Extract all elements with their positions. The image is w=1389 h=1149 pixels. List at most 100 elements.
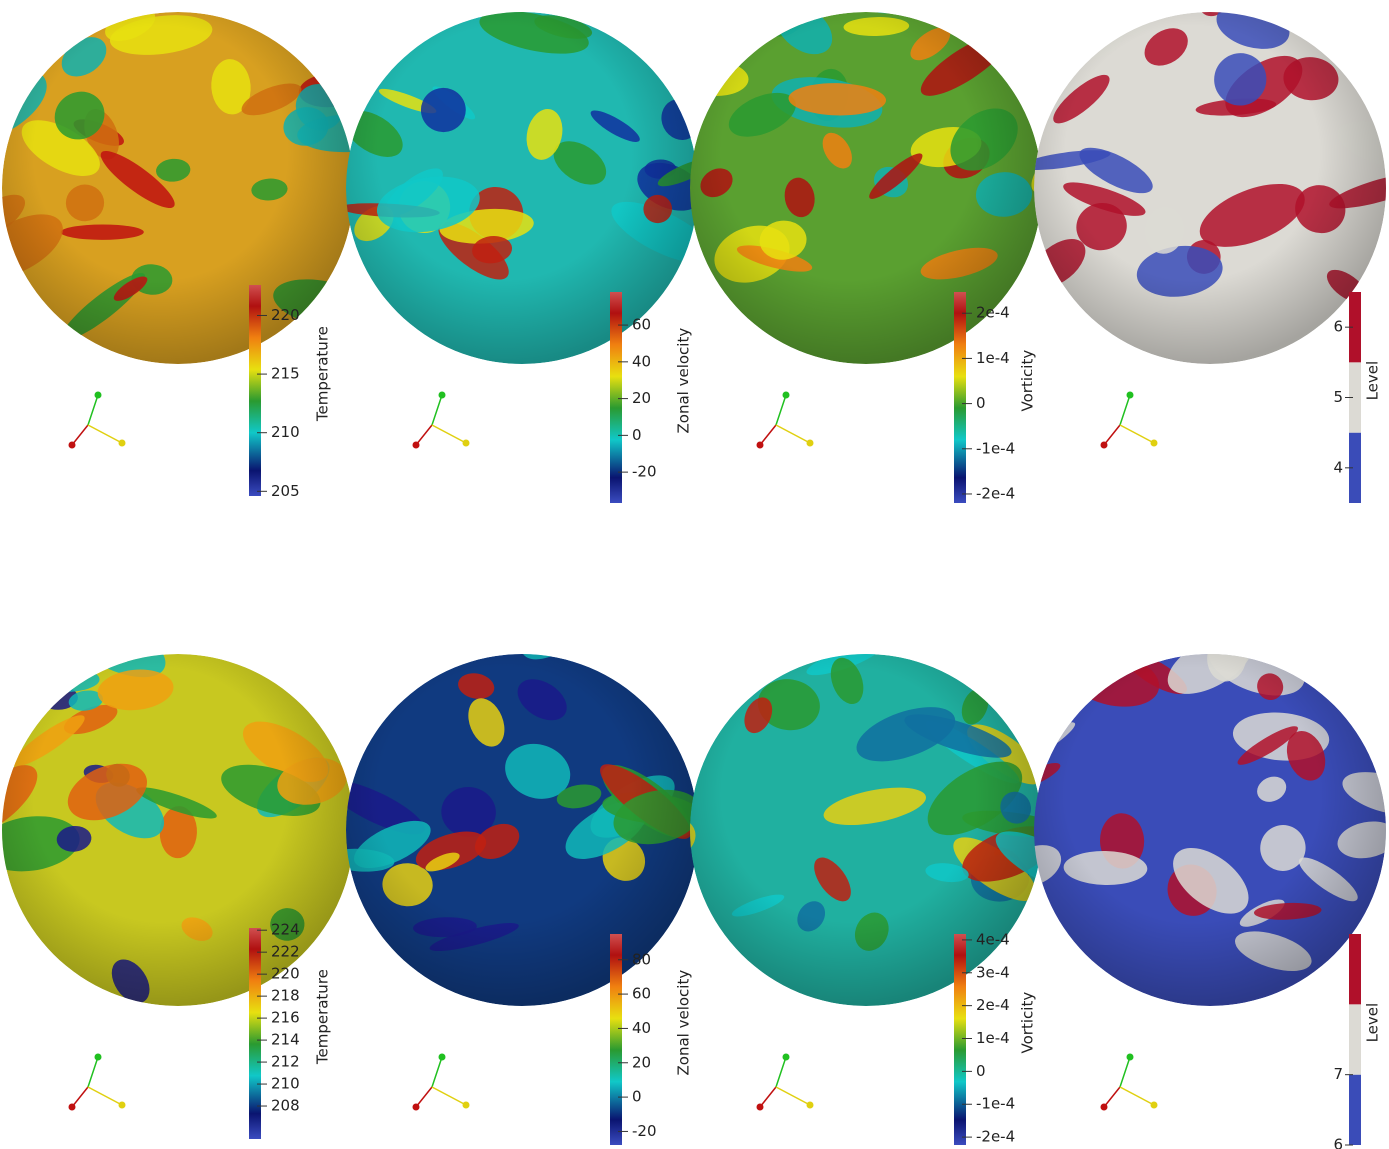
axis-x bbox=[415, 424, 433, 446]
sphere-shade bbox=[346, 12, 698, 364]
sphere-shade bbox=[1034, 654, 1386, 1006]
colorbar bbox=[249, 928, 261, 1139]
colorbar-tick-label: 224 bbox=[271, 921, 300, 939]
colorbar-tick-label: 40 bbox=[632, 352, 651, 370]
colorbar-tick-label: 208 bbox=[271, 1097, 300, 1115]
axis-z-tip bbox=[118, 439, 126, 447]
colorbar bbox=[610, 292, 622, 503]
colorbar-tick-label: -2e-4 bbox=[976, 1128, 1015, 1146]
axis-x-tip bbox=[412, 441, 420, 449]
axis-y-tip bbox=[438, 391, 446, 399]
colorbar bbox=[249, 285, 261, 496]
colorbar-tick-label: 220 bbox=[271, 965, 300, 983]
colorbar-segment bbox=[1349, 934, 1361, 1005]
sphere-shade bbox=[1034, 12, 1386, 364]
colorbar-tick-label: 216 bbox=[271, 1009, 300, 1027]
colorbar-title: Vorticity bbox=[1019, 992, 1037, 1054]
colorbar-title: Level bbox=[1364, 361, 1382, 401]
axis-z bbox=[1119, 424, 1155, 444]
axis-x-tip bbox=[756, 1103, 764, 1111]
axis-z-tip bbox=[806, 1101, 814, 1109]
colorbar-tick-label: 4e-4 bbox=[976, 930, 1010, 948]
colorbar-tick-label: 5 bbox=[1333, 388, 1343, 406]
colorbar-tick-label: 60 bbox=[632, 985, 651, 1003]
sphere-pattern bbox=[1219, 604, 1271, 652]
colorbar bbox=[954, 292, 966, 503]
axis-y-tip bbox=[782, 1053, 790, 1061]
colorbar-tick-label: 4 bbox=[1333, 458, 1343, 476]
colorbar-tick-label: 210 bbox=[271, 423, 300, 441]
colorbar-tick-label: 212 bbox=[271, 1053, 300, 1071]
sphere-pattern bbox=[715, 586, 824, 645]
axis-x bbox=[759, 424, 777, 446]
colorbar-tick-label: 218 bbox=[271, 987, 300, 1005]
axis-x-tip bbox=[756, 441, 764, 449]
colorbar-tick-label: 6 bbox=[1333, 1136, 1343, 1149]
axis-z-tip bbox=[1150, 439, 1158, 447]
colorbar-tick-label: 80 bbox=[632, 950, 651, 968]
colorbar-tick-label: -1e-4 bbox=[976, 1095, 1015, 1113]
colorbar-title: Zonal velocity bbox=[675, 970, 693, 1076]
axis-z bbox=[87, 424, 123, 444]
colorbar-segment bbox=[1349, 1004, 1361, 1075]
sphere bbox=[346, 654, 698, 1006]
axis-x bbox=[759, 1086, 777, 1108]
sphere-shade bbox=[2, 12, 354, 364]
sphere bbox=[2, 654, 354, 1006]
sphere bbox=[690, 586, 1042, 1006]
colorbar-segment bbox=[1349, 292, 1361, 363]
axis-x bbox=[1103, 1086, 1121, 1108]
sphere-shade bbox=[2, 654, 354, 1006]
sphere-pattern bbox=[39, 12, 101, 21]
sphere bbox=[1034, 604, 1386, 1006]
colorbar bbox=[610, 934, 622, 1145]
colorbar-segment bbox=[1349, 1074, 1361, 1145]
sphere-pattern bbox=[346, 657, 431, 671]
axis-z-tip bbox=[806, 439, 814, 447]
sphere-shade bbox=[690, 12, 1042, 364]
colorbar-tick-label: 214 bbox=[271, 1031, 300, 1049]
colorbar-tick-label: 20 bbox=[632, 389, 651, 407]
axis-y-tip bbox=[94, 1053, 102, 1061]
colorbar-title: Zonal velocity bbox=[675, 328, 693, 434]
sphere-cut bbox=[1032, 365, 1376, 395]
axis-x bbox=[1103, 424, 1121, 446]
colorbar-segment bbox=[1349, 362, 1361, 433]
axis-y-tip bbox=[782, 391, 790, 399]
axis-x-tip bbox=[412, 1103, 420, 1111]
colorbar-tick-label: 0 bbox=[632, 426, 642, 444]
colorbar-title: Temperature bbox=[314, 969, 332, 1065]
sphere-cut bbox=[344, 365, 688, 395]
colorbar-segment bbox=[1349, 432, 1361, 503]
colorbar-tick-label: 0 bbox=[976, 1062, 986, 1080]
colorbar-tick-label: 20 bbox=[632, 1053, 651, 1071]
axis-z bbox=[87, 1086, 123, 1106]
axis-z bbox=[1119, 1086, 1155, 1106]
sphere bbox=[2, 12, 354, 364]
axis-y-tip bbox=[1126, 391, 1134, 399]
sphere-cut bbox=[0, 365, 344, 395]
sphere-pattern bbox=[769, 592, 822, 649]
colorbar-title: Level bbox=[1364, 1003, 1382, 1043]
axis-y bbox=[775, 394, 787, 426]
sphere bbox=[690, 0, 1042, 364]
sphere-pattern bbox=[903, 0, 959, 1]
axis-y bbox=[775, 1056, 787, 1088]
colorbar-tick-label: 1e-4 bbox=[976, 1029, 1010, 1047]
colorbar bbox=[954, 934, 966, 1145]
axis-y-tip bbox=[438, 1053, 446, 1061]
sphere-pattern bbox=[346, 20, 422, 40]
colorbar-tick-label: 1e-4 bbox=[976, 349, 1010, 367]
colorbar-tick-label: 60 bbox=[632, 316, 651, 334]
colorbar-tick-label: 222 bbox=[271, 943, 300, 961]
colorbar-tick-label: -20 bbox=[632, 1122, 657, 1140]
colorbar-tick-label: -20 bbox=[632, 463, 657, 481]
colorbar-tick-label: 205 bbox=[271, 482, 300, 500]
axis-z-tip bbox=[118, 1101, 126, 1109]
axis-z bbox=[775, 1086, 811, 1106]
axis-z-tip bbox=[462, 439, 470, 447]
sphere-shade bbox=[690, 654, 1042, 1006]
colorbar-tick-label: 220 bbox=[271, 306, 300, 324]
sphere bbox=[1034, 12, 1386, 364]
